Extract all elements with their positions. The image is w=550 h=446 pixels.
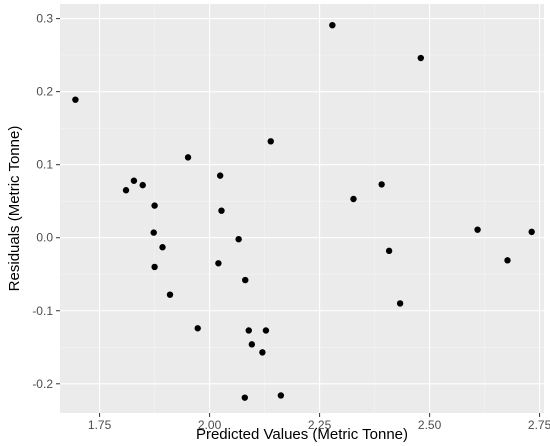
- x-axis-ticks: 1.75 2.00 2.25 2.50 2.75: [88, 413, 550, 432]
- y-axis-title: Residuals (Metric Tonne): [6, 126, 23, 292]
- x-tick-label: 1.75: [88, 418, 112, 432]
- y-tick-label: 0.2: [36, 85, 53, 99]
- data-point: [504, 257, 511, 264]
- y-tick-label: 0.1: [36, 158, 53, 172]
- y-tick-label: 0.3: [36, 12, 53, 26]
- data-point: [259, 349, 266, 356]
- data-point: [350, 195, 357, 203]
- data-point: [216, 172, 224, 179]
- data-point: [218, 207, 225, 214]
- data-point: [194, 325, 201, 332]
- data-point: [122, 187, 130, 194]
- plot-panel: [60, 4, 544, 413]
- minor-gridlines: [60, 4, 544, 413]
- data-point: [130, 177, 138, 184]
- data-point: [166, 291, 174, 298]
- y-tick-label: 0.0: [36, 231, 53, 245]
- data-point: [378, 181, 385, 188]
- data-point: [245, 327, 252, 334]
- data-point: [150, 229, 157, 236]
- x-tick-label: 2.00: [198, 418, 222, 432]
- data-point: [277, 392, 285, 399]
- data-point: [241, 394, 248, 401]
- data-point: [72, 96, 79, 103]
- data-point: [396, 300, 404, 307]
- data-point: [262, 327, 270, 334]
- data-point: [528, 228, 535, 236]
- data-point: [151, 263, 158, 271]
- x-axis-title: Predicted Values (Metric Tonne): [196, 426, 408, 443]
- data-point: [184, 154, 192, 161]
- x-tick-label: 2.50: [418, 418, 442, 432]
- x-tick-label: 2.25: [308, 418, 332, 432]
- major-gridlines: [60, 4, 544, 413]
- data-point: [474, 226, 481, 233]
- data-point: [385, 247, 393, 255]
- data-point: [242, 276, 249, 284]
- data-point: [417, 54, 424, 62]
- data-point: [139, 181, 146, 189]
- data-point: [329, 21, 336, 29]
- data-points: [72, 21, 535, 401]
- data-point: [267, 138, 274, 145]
- data-point: [159, 244, 166, 251]
- y-tick-label: -0.2: [32, 377, 53, 391]
- data-point: [215, 260, 222, 267]
- x-tick-label: 2.75: [528, 418, 550, 432]
- data-point: [151, 202, 158, 209]
- data-point: [248, 341, 256, 348]
- data-point: [235, 235, 242, 243]
- y-tick-label: -0.1: [32, 304, 53, 318]
- y-axis-ticks: -0.2 -0.1 0.0 0.1 0.2 0.3: [32, 12, 60, 391]
